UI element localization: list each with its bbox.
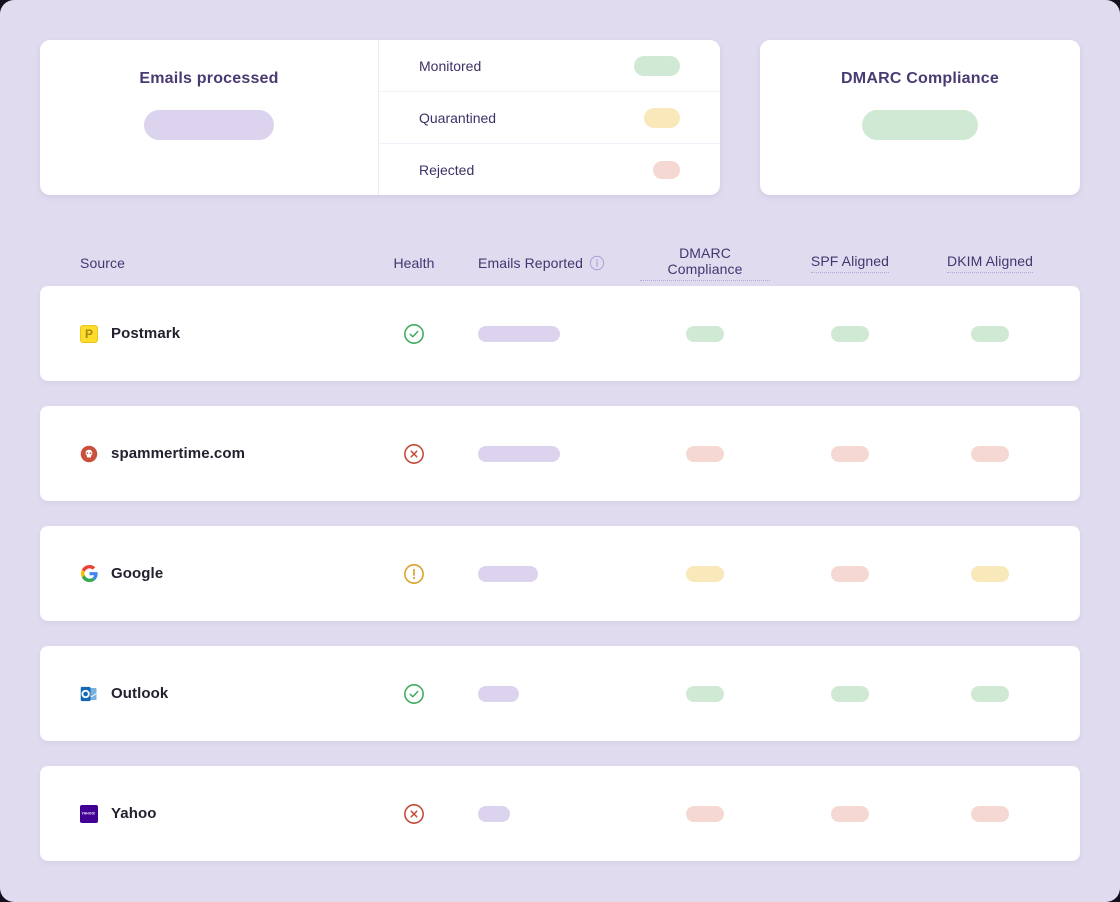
column-header-emails-reported: Emails Reported xyxy=(448,255,640,271)
spf-aligned-cell xyxy=(770,805,930,822)
dkim-status-pill xyxy=(971,445,1009,462)
health-status-cell xyxy=(380,323,448,345)
quarantined-value-placeholder xyxy=(644,107,680,128)
dmarc-compliance-cell xyxy=(640,445,770,462)
dkim-aligned-cell xyxy=(930,685,1050,702)
emails-reported-cell xyxy=(448,565,640,582)
source-name: spammertime.com xyxy=(111,445,246,462)
source-cell: Outlook xyxy=(40,685,380,703)
rejected-label: Rejected xyxy=(419,161,475,178)
health-status-cell xyxy=(380,683,448,705)
emails-count-placeholder xyxy=(478,325,560,342)
dkim-status-pill xyxy=(971,325,1009,342)
health-status-cell xyxy=(380,563,448,585)
source-table-header: Source Health Emails Reported DMARC Comp… xyxy=(40,245,1080,281)
dkim-aligned-cell xyxy=(930,445,1050,462)
source-cell: Google xyxy=(40,565,380,583)
dmarc-compliance-value-placeholder xyxy=(862,110,978,140)
health-check-icon xyxy=(404,323,424,344)
monitored-value-placeholder xyxy=(634,55,680,76)
health-status-cell xyxy=(380,803,448,825)
source-cell: YAHOO! Yahoo xyxy=(40,804,380,823)
spf-aligned-cell xyxy=(770,565,930,582)
spf-aligned-cell xyxy=(770,445,930,462)
dkim-status-pill xyxy=(971,685,1009,702)
dkim-aligned-cell xyxy=(930,325,1050,342)
spf-status-pill xyxy=(831,805,869,822)
source-row-outlook[interactable]: Outlook xyxy=(40,646,1080,741)
health-status-cell xyxy=(380,443,448,465)
spf-status-pill xyxy=(831,685,869,702)
emails-processed-pane: Emails processed xyxy=(40,40,379,195)
dkim-status-pill xyxy=(971,805,1009,822)
dmarc-status-pill xyxy=(686,325,724,342)
dmarc-status-pill xyxy=(686,445,724,462)
health-cross-icon xyxy=(404,803,424,824)
source-table-body: P Postmark spammertime.com xyxy=(40,286,1080,861)
monitored-label: Monitored xyxy=(419,57,482,74)
dmarc-compliance-card: DMARC Compliance xyxy=(760,40,1080,195)
spf-status-pill xyxy=(831,445,869,462)
dmarc-compliance-cell xyxy=(640,325,770,342)
emails-processed-title: Emails processed xyxy=(139,70,279,87)
source-name: Postmark xyxy=(111,325,181,342)
rejected-value-placeholder xyxy=(653,160,680,179)
emails-count-placeholder xyxy=(478,685,519,702)
source-cell: P Postmark xyxy=(40,324,380,343)
source-name: Google xyxy=(111,565,164,582)
quarantined-label: Quarantined xyxy=(419,109,497,126)
health-check-icon xyxy=(404,683,424,704)
source-row-postmark[interactable]: P Postmark xyxy=(40,286,1080,381)
spf-aligned-cell xyxy=(770,325,930,342)
spf-aligned-cell xyxy=(770,685,930,702)
column-header-dmarc-compliance[interactable]: DMARC Compliance xyxy=(640,245,770,281)
dmarc-compliance-cell xyxy=(640,685,770,702)
source-row-google[interactable]: Google xyxy=(40,526,1080,621)
legend-row-quarantined: Quarantined xyxy=(379,91,720,143)
column-header-spf-aligned[interactable]: SPF Aligned xyxy=(770,253,930,273)
emails-processed-value-placeholder xyxy=(144,110,274,140)
info-icon[interactable] xyxy=(589,255,605,271)
legend-row-monitored: Monitored xyxy=(379,40,720,91)
emails-processed-card: Emails processed Monitored Quarantined R… xyxy=(40,40,720,195)
spammertime-favicon xyxy=(80,445,98,462)
source-row-yahoo[interactable]: YAHOO! Yahoo xyxy=(40,766,1080,861)
emails-count-placeholder xyxy=(478,805,510,822)
dmarc-status-pill xyxy=(686,565,724,582)
spf-status-pill xyxy=(831,565,869,582)
google-favicon xyxy=(80,565,98,582)
dkim-aligned-cell xyxy=(930,565,1050,582)
health-warning-icon xyxy=(404,563,424,584)
source-name: Yahoo xyxy=(111,805,157,822)
emails-reported-cell xyxy=(448,805,640,822)
outlook-favicon xyxy=(80,686,97,701)
dmarc-compliance-title: DMARC Compliance xyxy=(841,70,999,87)
source-row-spammertime[interactable]: spammertime.com xyxy=(40,406,1080,501)
dmarc-status-pill xyxy=(686,805,724,822)
source-name: Outlook xyxy=(111,685,169,702)
dmarc-compliance-cell xyxy=(640,565,770,582)
source-cell: spammertime.com xyxy=(40,445,380,463)
dmarc-compliance-cell xyxy=(640,805,770,822)
postmark-favicon: P xyxy=(80,324,98,343)
column-header-health: Health xyxy=(393,255,435,271)
yahoo-favicon: YAHOO! xyxy=(80,804,98,823)
dkim-aligned-cell xyxy=(930,805,1050,822)
spf-status-pill xyxy=(831,325,869,342)
emails-count-placeholder xyxy=(478,565,538,582)
column-header-dkim-aligned[interactable]: DKIM Aligned xyxy=(930,253,1050,273)
summary-section: Emails processed Monitored Quarantined R… xyxy=(40,40,1080,195)
emails-reported-cell xyxy=(448,325,640,342)
emails-breakdown-list: Monitored Quarantined Rejected xyxy=(379,40,720,195)
legend-row-rejected: Rejected xyxy=(379,143,720,195)
emails-reported-label: Emails Reported xyxy=(478,255,583,271)
emails-reported-cell xyxy=(448,445,640,462)
dkim-status-pill xyxy=(971,565,1009,582)
column-header-source: Source xyxy=(80,255,125,271)
emails-reported-cell xyxy=(448,685,640,702)
emails-count-placeholder xyxy=(478,445,560,462)
dmarc-status-pill xyxy=(686,685,724,702)
health-cross-icon xyxy=(404,443,424,464)
